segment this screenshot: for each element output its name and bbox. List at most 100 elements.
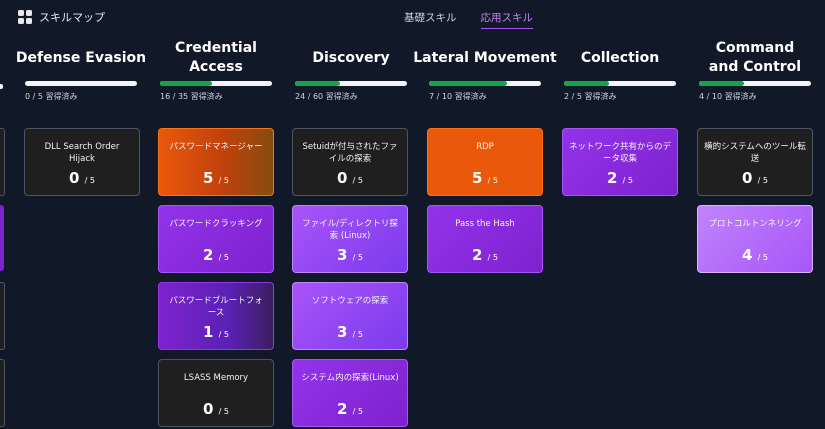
skill-card[interactable]: Pass the Hash 2 / 5 bbox=[427, 205, 543, 273]
skill-card[interactable]: システム内の探索(Linux) 2 / 5 bbox=[292, 359, 408, 427]
skill-level-value: 4 bbox=[742, 246, 753, 264]
skill-card[interactable]: ファイル/ディレクトリ探索 (Linux) 3 / 5 bbox=[292, 205, 408, 273]
skill-level-max: / 5 bbox=[84, 176, 95, 185]
skill-level-max: / 5 bbox=[218, 330, 229, 339]
skill-card[interactable]: 横的システムへのツール転送 0 / 5 bbox=[697, 128, 813, 196]
prev-column-card-edge[interactable] bbox=[0, 282, 5, 350]
progress-bar bbox=[564, 81, 676, 86]
acquired-count: 0 / 5 習得済み bbox=[25, 92, 78, 101]
skill-name: Pass the Hash bbox=[455, 219, 515, 229]
acquired-count: 4 / 10 習得済み bbox=[699, 92, 757, 101]
acquired-count: 7 / 10 習得済み bbox=[429, 92, 487, 101]
skill-name: ファイル/ディレクトリ探索 (Linux) bbox=[302, 219, 398, 242]
skill-level-value: 5 bbox=[203, 169, 214, 187]
column-title: Defense Evasion bbox=[15, 49, 147, 66]
skill-level-value: 2 bbox=[337, 400, 348, 418]
column-lateral-movement: Lateral Movement 7 / 10 習得済み bbox=[413, 38, 557, 102]
skill-name: パスワードマネージャー bbox=[169, 142, 263, 152]
skill-card[interactable]: RDP 5 / 5 bbox=[427, 128, 543, 196]
column-title: Credential Access bbox=[175, 40, 257, 75]
skill-level: 5 / 5 bbox=[159, 169, 273, 187]
app-title: スキルマップ bbox=[39, 11, 105, 24]
prev-column-progress-bar bbox=[0, 84, 3, 89]
skill-level: 3 / 5 bbox=[293, 246, 407, 264]
skill-level: 2 / 5 bbox=[428, 246, 542, 264]
column-title: Discovery bbox=[312, 49, 390, 66]
grid-icon bbox=[18, 10, 32, 24]
skill-name: パスワードブルートフォース bbox=[169, 296, 263, 319]
column-defense-evasion: Defense Evasion 0 / 5 習得済み bbox=[15, 38, 147, 102]
progress-fill bbox=[160, 81, 212, 86]
skill-level-max: / 5 bbox=[757, 176, 768, 185]
skill-level-max: / 5 bbox=[352, 330, 363, 339]
skill-card[interactable]: DLL Search Order Hijack 0 / 5 bbox=[24, 128, 140, 196]
skill-name: ネットワーク共有からのデータ収集 bbox=[569, 142, 672, 165]
progress-bar bbox=[25, 81, 137, 86]
skill-name: システム内の探索(Linux) bbox=[301, 373, 399, 383]
skill-level-value: 0 bbox=[742, 169, 753, 187]
skill-card[interactable]: Setuidが付与されたファイルの探索 0 / 5 bbox=[292, 128, 408, 196]
prev-column-card-edge[interactable] bbox=[0, 205, 4, 271]
skill-level-max: / 5 bbox=[218, 407, 229, 416]
skill-card[interactable]: パスワードマネージャー 5 / 5 bbox=[158, 128, 274, 196]
tab-basic-skills[interactable]: 基礎スキル bbox=[404, 12, 457, 24]
skill-name: パスワードクラッキング bbox=[169, 219, 263, 229]
skill-level: 3 / 5 bbox=[293, 323, 407, 341]
column-title: Collection bbox=[580, 49, 660, 66]
skill-level: 5 / 5 bbox=[428, 169, 542, 187]
skill-card[interactable]: ネットワーク共有からのデータ収集 2 / 5 bbox=[562, 128, 678, 196]
skill-level-value: 0 bbox=[203, 400, 214, 418]
acquired-count: 16 / 35 習得済み bbox=[160, 92, 223, 101]
acquired-count: 24 / 60 習得済み bbox=[295, 92, 358, 101]
skill-card[interactable]: パスワードクラッキング 2 / 5 bbox=[158, 205, 274, 273]
skill-name: LSASS Memory bbox=[183, 373, 249, 383]
progress-bar bbox=[699, 81, 811, 86]
skill-level-max: / 5 bbox=[352, 407, 363, 416]
progress-fill bbox=[564, 81, 609, 86]
skill-level-value: 2 bbox=[607, 169, 618, 187]
skill-card[interactable]: パスワードブルートフォース 1 / 5 bbox=[158, 282, 274, 350]
skill-level-value: 2 bbox=[203, 246, 214, 264]
prev-column-card-edge[interactable] bbox=[0, 359, 5, 427]
skill-level-value: 3 bbox=[337, 246, 348, 264]
skill-level: 4 / 5 bbox=[698, 246, 812, 264]
skill-level-value: 3 bbox=[337, 323, 348, 341]
skill-level-value: 0 bbox=[337, 169, 348, 187]
progress-fill bbox=[429, 81, 508, 86]
column-credential-access: Credential Access 16 / 35 習得済み bbox=[160, 38, 272, 102]
skill-level-max: / 5 bbox=[218, 253, 229, 262]
skill-level: 0 / 5 bbox=[698, 169, 812, 187]
column-title: Command and Control bbox=[708, 40, 802, 75]
prev-column-card-edge[interactable] bbox=[0, 128, 5, 196]
acquired-count: 2 / 5 習得済み bbox=[564, 92, 617, 101]
skill-level-value: 5 bbox=[472, 169, 483, 187]
app-brand: スキルマップ bbox=[18, 9, 105, 25]
skill-card[interactable]: プロトコルトンネリング 4 / 5 bbox=[697, 205, 813, 273]
skill-level: 2 / 5 bbox=[293, 400, 407, 418]
skill-level-max: / 5 bbox=[218, 176, 229, 185]
column-command-and-control: Command and Control 4 / 10 習得済み bbox=[699, 38, 811, 102]
column-discovery: Discovery 24 / 60 習得済み bbox=[295, 38, 407, 102]
skill-name: 横的システムへのツール転送 bbox=[704, 142, 806, 165]
skill-level-max: / 5 bbox=[352, 253, 363, 262]
skill-name: Setuidが付与されたファイルの探索 bbox=[302, 142, 398, 165]
skill-level: 0 / 5 bbox=[293, 169, 407, 187]
skill-name: プロトコルトンネリング bbox=[708, 219, 802, 229]
skill-name: DLL Search Order Hijack bbox=[44, 142, 120, 165]
tab-applied-skills[interactable]: 応用スキル bbox=[480, 10, 533, 29]
progress-bar bbox=[429, 81, 541, 86]
skill-level-value: 1 bbox=[203, 323, 214, 341]
progress-fill bbox=[295, 81, 340, 86]
skill-level-value: 2 bbox=[472, 246, 483, 264]
skill-level: 1 / 5 bbox=[159, 323, 273, 341]
column-title: Lateral Movement bbox=[413, 49, 557, 66]
column-collection: Collection 2 / 5 習得済み bbox=[564, 38, 676, 102]
skill-card[interactable]: ソフトウェアの探索 3 / 5 bbox=[292, 282, 408, 350]
skill-name: RDP bbox=[476, 142, 494, 152]
skill-level-value: 0 bbox=[69, 169, 80, 187]
skill-tabs: 基礎スキル 応用スキル bbox=[404, 10, 533, 29]
top-bar: スキルマップ 基礎スキル 応用スキル bbox=[0, 0, 825, 34]
skill-card[interactable]: LSASS Memory 0 / 5 bbox=[158, 359, 274, 427]
progress-bar bbox=[295, 81, 407, 86]
skill-level: 0 / 5 bbox=[25, 169, 139, 187]
